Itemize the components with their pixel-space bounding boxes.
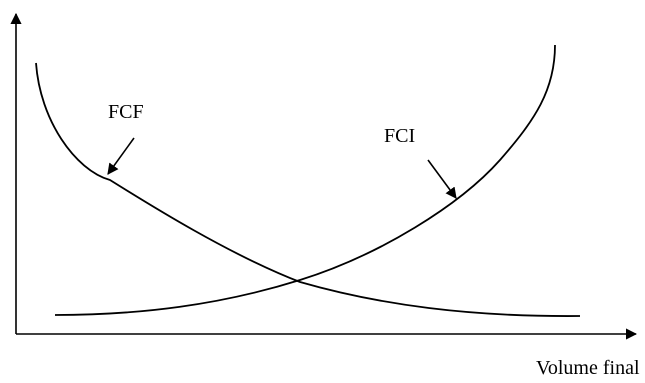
fci-curve (54, 44, 556, 316)
x-axis-label: Volume final (536, 357, 640, 379)
fci-label: FCI (384, 125, 415, 147)
fci-pointer-arrow (427, 159, 457, 199)
fcf-label: FCF (108, 101, 144, 123)
fcf-pointer-arrow (107, 137, 135, 175)
fcf-curve (35, 62, 581, 317)
